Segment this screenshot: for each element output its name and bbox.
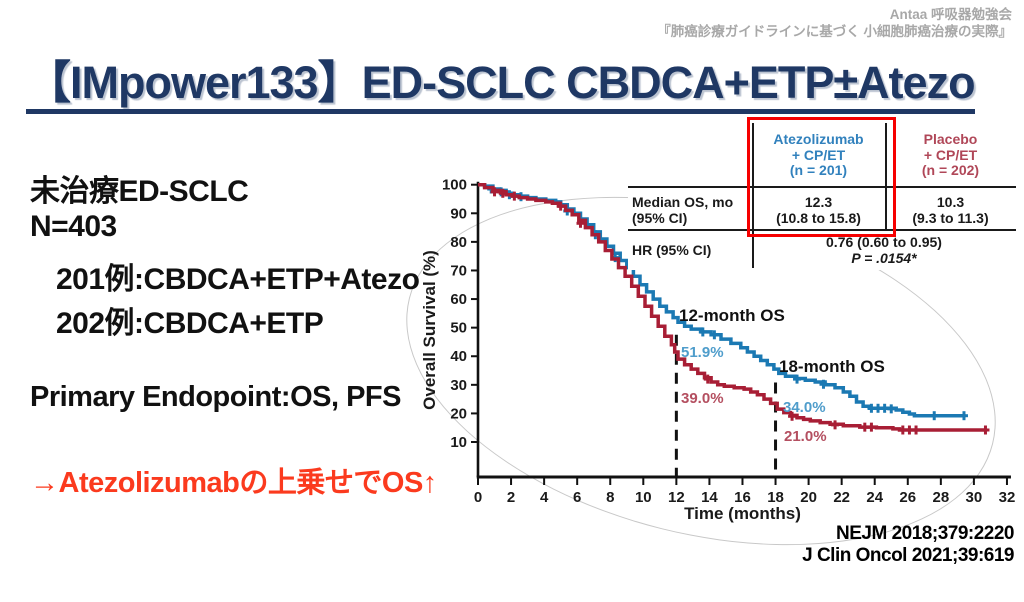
svg-text:32: 32	[999, 489, 1016, 506]
median-os-atezolizumab: 12.3 (10.8 to 15.8)	[776, 194, 861, 226]
svg-text:70: 70	[450, 262, 467, 279]
svg-text:20: 20	[800, 489, 817, 506]
table-col-placebo: Placebo + CP/ET (n = 202)	[921, 131, 980, 178]
study-arm1: 201例:CBDCA+ETP+Atezo	[56, 263, 420, 296]
svg-text:30: 30	[450, 377, 467, 394]
hr-value: 0.76 (0.60 to 0.95)	[826, 234, 942, 250]
page-title-text: 【IMpower133】ED-SCLC CBDCA+ETP±Atezo	[26, 58, 976, 114]
svg-text:50: 50	[450, 320, 467, 337]
lecture-header: Antaa 呼吸器勉強会 『肺癌診療ガイドラインに基づく 小細胞肺癌治療の実際』	[657, 7, 1012, 40]
study-conclusion: →Atezolizumabの上乗せでOS↑	[30, 467, 437, 499]
table-rule-top	[628, 186, 1016, 188]
annotation-12-month-os: 12-month OS	[679, 306, 785, 325]
study-endpoint: Primary Endopoint:OS, PFS	[30, 381, 402, 413]
study-n-total: N=403	[30, 210, 117, 243]
svg-text:90: 90	[450, 205, 467, 222]
svg-text:10: 10	[450, 434, 467, 451]
os-12mo-placebo: 39.0%	[681, 390, 724, 407]
svg-text:80: 80	[450, 234, 467, 251]
svg-text:10: 10	[635, 489, 652, 506]
svg-text:28: 28	[932, 489, 949, 506]
table-vline-left	[752, 123, 754, 268]
annotation-18-month-os: 18-month OS	[779, 357, 885, 376]
os-18mo-placebo: 21.0%	[784, 428, 827, 445]
table-row-hr-label: HR (95% CI)	[632, 242, 712, 258]
hr-p-value: P = .0154*	[851, 250, 917, 266]
study-population: 未治療ED-SCLC	[30, 175, 249, 208]
citation-jco: J Clin Oncol 2021;39:619	[802, 544, 1014, 566]
citation-nejm: NEJM 2018;379:2220	[836, 523, 1014, 544]
svg-text:8: 8	[606, 489, 614, 506]
svg-text:22: 22	[833, 489, 850, 506]
os-18mo-atezolizumab: 34.0%	[783, 399, 826, 416]
svg-text:40: 40	[450, 348, 467, 365]
slide: { "header": { "line1": "Antaa 呼吸器勉強会", "…	[26, 7, 1024, 602]
table-col-atezolizumab: Atezolizumab + CP/ET (n = 201)	[773, 131, 864, 178]
page-title: 【IMpower133】ED-SCLC CBDCA+ETP±Atezo	[26, 58, 1016, 114]
svg-text:24: 24	[866, 489, 883, 506]
svg-text:60: 60	[450, 291, 467, 308]
svg-text:0: 0	[474, 489, 482, 506]
svg-text:Time (months): Time (months)	[684, 504, 801, 523]
svg-text:4: 4	[540, 489, 549, 506]
table-row-median-label: Median OS, mo (95% CI)	[632, 194, 734, 226]
svg-text:30: 30	[966, 489, 983, 506]
table-rule-bottom	[628, 229, 1016, 231]
os-12mo-atezolizumab: 51.9%	[681, 344, 724, 361]
results-table: Atezolizumab + CP/ET (n = 201) Placebo +…	[628, 118, 1018, 270]
citations: NEJM 2018;379:2220 J Clin Oncol 2021;39:…	[802, 523, 1014, 566]
svg-text:100: 100	[442, 177, 467, 194]
svg-text:2: 2	[507, 489, 515, 506]
lecture-header-line2: 『肺癌診療ガイドラインに基づく 小細胞肺癌治療の実際』	[657, 23, 1012, 39]
svg-text:12: 12	[668, 489, 685, 506]
study-arm2: 202例:CBDCA+ETP	[56, 307, 324, 340]
svg-text:6: 6	[573, 489, 581, 506]
lecture-header-line1: Antaa 呼吸器勉強会	[889, 7, 1012, 22]
svg-text:26: 26	[899, 489, 916, 506]
svg-text:20: 20	[450, 405, 467, 422]
svg-text:18: 18	[767, 489, 784, 506]
svg-text:16: 16	[734, 489, 751, 506]
svg-text:Overall Survival (%): Overall Survival (%)	[420, 250, 439, 410]
svg-text:14: 14	[701, 489, 718, 506]
table-vline-mid	[885, 123, 887, 230]
highlight-red-box	[747, 117, 896, 237]
median-os-placebo: 10.3 (9.3 to 11.3)	[912, 194, 989, 226]
